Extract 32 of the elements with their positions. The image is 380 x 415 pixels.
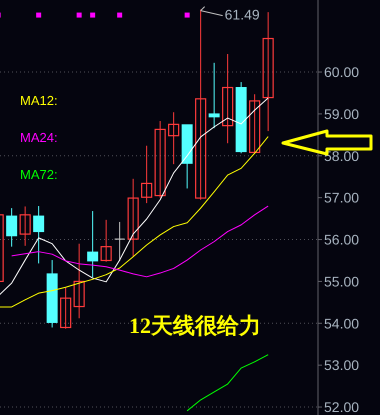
- text: MA24:: [20, 130, 58, 145]
- text: MA12:: [20, 93, 58, 108]
- candlestick: [6, 208, 18, 248]
- candlestick: [114, 221, 126, 262]
- candlestick: [87, 210, 98, 278]
- y-tick-label: 56.00: [324, 232, 360, 248]
- y-tick-label: 59.00: [324, 106, 360, 122]
- line-series: [11, 206, 269, 278]
- line-series: [186, 354, 269, 412]
- candlestick: [60, 287, 72, 330]
- annotation: 12天线很给力: [129, 313, 261, 338]
- candlestick: [208, 62, 220, 129]
- candlestick: [262, 12, 274, 132]
- candlestick: [100, 219, 112, 262]
- candlestick: [141, 145, 152, 204]
- candlestick: [20, 206, 31, 246]
- y-tick-label: 52.00: [324, 399, 360, 415]
- text: MA72:: [20, 167, 58, 182]
- candlestick: [195, 9, 206, 200]
- y-tick-label: 54.00: [324, 315, 360, 332]
- candlestick: [222, 54, 234, 144]
- candlestick: [128, 178, 139, 258]
- annotation: 61.49: [224, 6, 260, 23]
- y-tick-label: 53.00: [324, 357, 360, 374]
- candlestick: [168, 112, 180, 165]
- y-tick-label: 60.00: [324, 64, 360, 80]
- candlestick: [249, 94, 260, 154]
- candlestick: [74, 243, 85, 319]
- y-tick-label: 55.00: [324, 273, 360, 290]
- candlestick: [33, 206, 44, 264]
- candlestick: [154, 120, 166, 198]
- y-tick-label: 57.00: [324, 190, 360, 206]
